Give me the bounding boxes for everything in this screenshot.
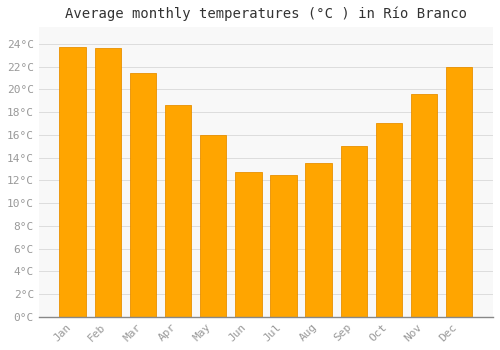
Title: Average monthly temperatures (°C ) in Río Branco: Average monthly temperatures (°C ) in Rí… — [65, 7, 467, 21]
Bar — [94, 48, 121, 317]
Bar — [60, 47, 86, 317]
Bar — [165, 105, 191, 317]
Bar — [235, 172, 262, 317]
Bar — [306, 163, 332, 317]
Bar — [130, 74, 156, 317]
Bar — [340, 146, 367, 317]
Bar — [376, 124, 402, 317]
Bar — [200, 135, 226, 317]
Bar — [270, 175, 296, 317]
Bar — [411, 94, 438, 317]
Bar — [446, 66, 472, 317]
